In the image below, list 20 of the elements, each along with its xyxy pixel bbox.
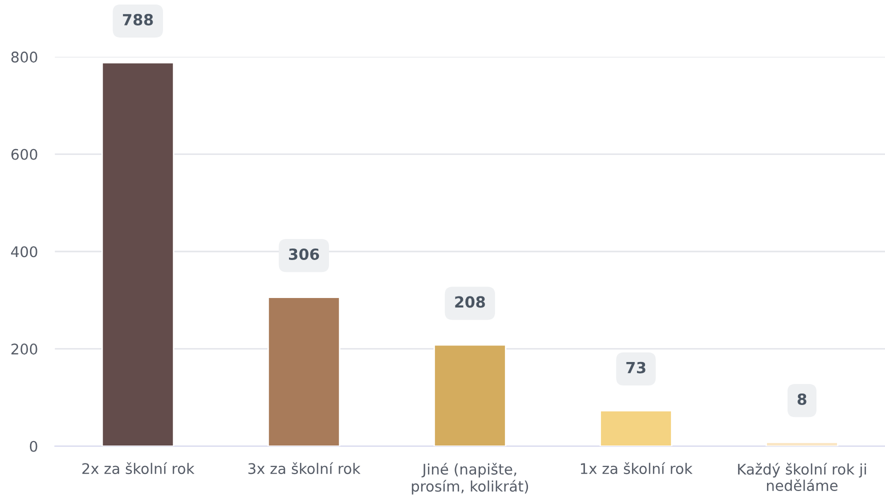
bar — [766, 442, 838, 446]
y-tick-label: 800 — [11, 52, 38, 63]
y-tick-label: 200 — [11, 344, 38, 355]
data-label: 208 — [455, 296, 485, 308]
data-label: 8 — [798, 393, 806, 406]
x-tick-label: 3x za školní rok — [248, 462, 360, 474]
x-tick-label: 2x za školní rok — [82, 462, 194, 474]
x-tick-label: Každý školní rok ji neděláme — [738, 462, 866, 492]
x-tick-label: 1x za školní rok — [580, 462, 693, 474]
bar — [101, 62, 174, 446]
bar — [268, 296, 340, 446]
x-tick-label: Jiné (napište, prosím, kolikrát) — [412, 462, 528, 495]
bar — [600, 410, 672, 446]
y-tick-label: 600 — [11, 148, 38, 160]
y-tick-label: 0 — [30, 440, 38, 452]
y-tick-label: 400 — [11, 246, 38, 258]
data-label: 788 — [122, 14, 153, 26]
data-label: 73 — [626, 362, 646, 374]
bar — [434, 344, 506, 446]
data-label: 306 — [288, 248, 320, 260]
